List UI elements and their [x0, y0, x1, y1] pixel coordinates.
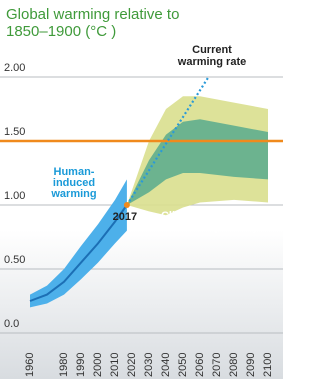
page: Global warming relative to 1850–1900 (°C…: [0, 0, 283, 379]
annotation: for 1.5°C pathway: [166, 222, 259, 234]
x-tick-label: 1980: [58, 353, 70, 377]
annotation: warming rate: [177, 56, 246, 68]
y-tick-label: 0.0: [4, 318, 19, 330]
chart: 2.00 1.50 1.00 0.50 0.0 1960 1980 2000 2020 2040 2…: [0, 0, 283, 379]
y-tick-label: 0.50: [4, 254, 25, 266]
x-tick-label: 2020: [126, 353, 138, 377]
x-tick-label: 2040: [160, 353, 172, 377]
x-tick-label: 2100: [262, 353, 274, 377]
y-tick-label: 1.50: [4, 126, 25, 138]
x-tick-label: 2030: [143, 353, 155, 377]
y-tick-label: 1.00: [4, 190, 25, 202]
annotation: Climate uncertainty: [161, 210, 264, 222]
annotation: warming: [50, 188, 96, 200]
marker: [124, 202, 130, 208]
x-tick-label: 2080: [228, 353, 240, 377]
x-tick-label: 2070: [211, 353, 223, 377]
marker-label: 2017: [113, 211, 137, 223]
x-tick-label: 2060: [194, 353, 206, 377]
x-tick-label: 2050: [177, 353, 189, 377]
x-tick-label: 2090: [245, 353, 257, 377]
annotation: Current: [192, 44, 232, 56]
y-tick-label: 2.00: [4, 62, 25, 74]
x-tick-label: 2000: [92, 353, 104, 377]
x-tick-label: 1960: [24, 353, 36, 377]
x-tick-label: 1990: [75, 353, 87, 377]
x-tick-label: 2010: [109, 353, 121, 377]
